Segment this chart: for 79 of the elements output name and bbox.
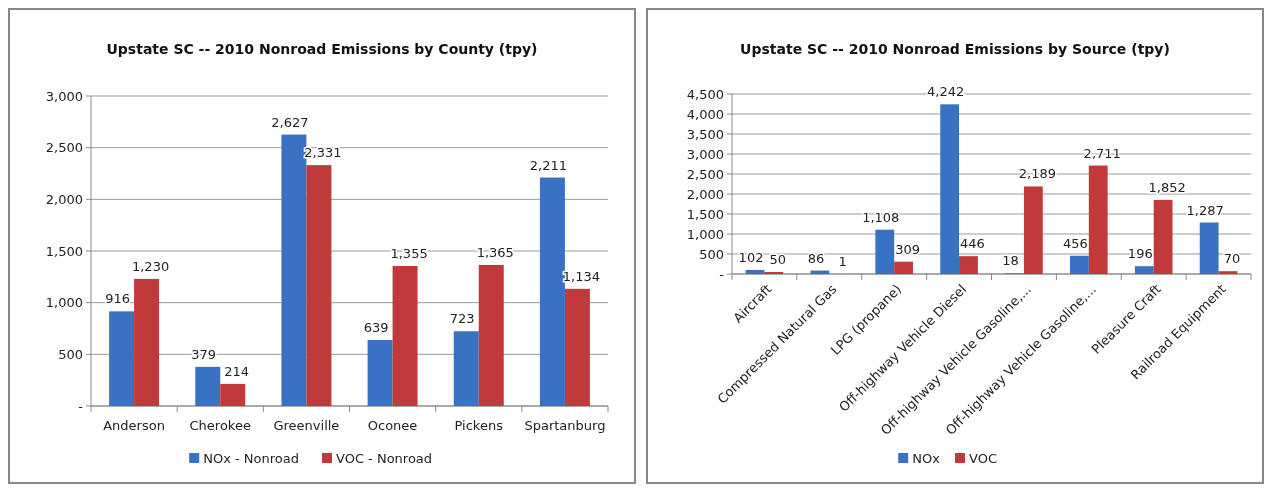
bar [1153,199,1173,274]
data-label: 102 [738,249,764,265]
data-label: 1,852 [1148,179,1186,195]
y-tick-label: 1,000 [45,295,83,311]
y-tick-label: 3,500 [686,126,724,142]
y-tick-label: 3,000 [686,146,724,162]
y-tick-label: 2,500 [45,140,83,156]
data-label: 456 [1062,235,1088,251]
y-tick-label: 500 [58,346,83,362]
data-label: 1,355 [390,245,428,261]
y-tick-label: 2,000 [686,186,724,202]
bar [478,264,504,406]
bar [453,331,479,406]
y-tick-label: - [78,398,84,414]
data-label: 2,189 [1018,166,1056,182]
y-tick-label: 2,500 [686,166,724,182]
bar [195,366,221,406]
bar [959,256,978,274]
data-label: 1,230 [131,258,170,274]
x-tick-label: Anderson [103,418,165,433]
data-label: 4,242 [927,84,965,100]
x-tick-label: Spartanburg [524,418,606,433]
bar [564,288,590,406]
data-label: 18 [1002,253,1019,269]
bar [1023,186,1043,274]
x-tick-label: Pickens [454,418,504,433]
bar [109,311,135,406]
y-tick-label: 1,500 [686,206,724,222]
y-tick-label: 500 [699,246,724,262]
data-label: 309 [895,241,921,257]
x-tick-label: Oconee [367,418,418,433]
data-label: 1 [838,253,847,269]
y-tick-label: 1,500 [45,243,83,259]
y-tick-label: 4,000 [686,106,724,122]
data-label: 2,211 [529,157,568,173]
x-tick-label: Cherokee [189,418,251,433]
x-tick-label: Greenville [273,418,340,433]
y-tick-label: 2,000 [45,191,83,207]
bar [367,339,393,406]
data-label: 1,287 [1186,202,1224,218]
bar [894,261,913,274]
bar [1199,222,1219,274]
legend-label: VOC - Nonroad [336,451,433,466]
data-label: 70 [1223,251,1241,267]
data-label: 214 [224,363,250,379]
data-label: 2,711 [1083,145,1121,161]
bar [1134,266,1154,274]
data-label: 2,627 [271,114,309,130]
bar [134,278,160,406]
bar [1088,165,1108,274]
data-label: 379 [191,346,217,362]
data-label: 916 [105,291,130,307]
bar [1070,255,1089,274]
bar [392,265,418,406]
data-label: 1,365 [476,244,514,260]
data-label: 196 [1127,246,1153,262]
y-tick-label: 3,000 [45,88,83,104]
chart-title: Upstate SC -- 2010 Nonroad Emissions by County (tpy) [106,41,538,57]
bar [281,134,307,406]
legend-label: NOx [912,451,941,466]
data-label: 639 [363,319,389,335]
bar [306,165,332,406]
data-label: 446 [960,236,985,252]
bar [539,177,565,406]
bar [745,269,765,274]
y-tick-label: 1,000 [686,226,724,242]
legend-label: VOC [969,451,997,466]
data-label: 86 [807,250,825,266]
data-label: 1,108 [862,209,900,225]
data-label: 723 [449,311,475,327]
bar [220,383,246,406]
chart-title: Upstate SC -- 2010 Nonroad Emissions by Source (tpy) [740,41,1170,57]
bar [875,229,895,274]
legend-label: NOx - Nonroad [203,451,299,466]
y-tick-label: - [719,266,725,282]
data-label: 50 [769,252,787,267]
bar [1218,271,1238,274]
bar [940,104,960,274]
y-tick-label: 4,500 [686,86,724,102]
